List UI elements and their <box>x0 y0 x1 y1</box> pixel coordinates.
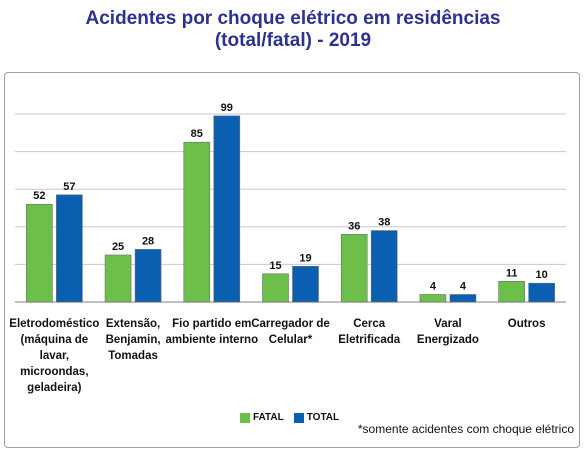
bar-total-1 <box>134 249 162 303</box>
category-label-2: Fio partido em ambiente interno <box>160 316 264 348</box>
category-label-line: Carregador de <box>251 318 330 330</box>
category-label-line: geladeira) <box>27 382 82 394</box>
legend-label-fatal: FATAL <box>253 412 284 423</box>
category-label-1: Extensão, Benjamin, Tomadas <box>81 316 185 364</box>
category-label-line: (máquina de <box>20 334 89 346</box>
legend-item-fatal: FATAL <box>240 412 284 423</box>
category-label-line: Outros <box>507 318 546 330</box>
category-label-line: Energizado <box>416 334 479 346</box>
category-label-3: Carregador de Celular* <box>239 316 343 348</box>
category-label-0: Eletrodoméstico (máquina de lavar, microond… <box>2 316 106 396</box>
bar-total-3 <box>292 265 319 303</box>
data-label-fatal-2: 85 <box>191 128 203 140</box>
category-label-line: Varal <box>434 318 462 330</box>
category-label-line: lavar, <box>39 350 70 362</box>
bar-fatal-4 <box>340 234 368 303</box>
category-label-line: Eletrificada <box>338 334 401 346</box>
bar-total-6 <box>528 282 555 303</box>
data-label-total-4: 38 <box>378 217 390 229</box>
category-label-line: Benjamin, <box>105 334 161 346</box>
category-label-line: microondas, <box>20 366 89 378</box>
data-label-fatal-3: 15 <box>269 260 281 272</box>
category-label-4: Cerca Eletrificada <box>317 316 421 348</box>
bar-fatal-5 <box>419 294 447 303</box>
category-label-line: Celular* <box>268 334 313 346</box>
data-label-total-3: 19 <box>299 252 311 264</box>
category-label-5: Varal Energizado <box>396 316 500 348</box>
data-label-total-5: 4 <box>460 280 467 292</box>
data-label-total-0: 57 <box>63 181 75 193</box>
bar-total-5 <box>449 294 477 303</box>
bar-total-2 <box>213 115 241 303</box>
category-label-line: Eletrodoméstico <box>9 318 100 330</box>
chart-title-line-2: (total/fatal) - 2019 <box>214 30 372 51</box>
bar-fatal-6 <box>498 281 525 303</box>
category-label-line: Fio partido em <box>172 318 252 330</box>
data-label-total-1: 28 <box>142 235 154 247</box>
bar-total-0 <box>56 194 83 303</box>
category-label-line: Cerca <box>353 318 386 330</box>
category-label-line: ambiente interno <box>165 334 259 346</box>
chart-frame <box>4 72 580 448</box>
footnote: *somente acidentes com choque elétrico <box>357 422 574 436</box>
legend-label-total: TOTAL <box>306 412 340 423</box>
bar-fatal-1 <box>104 254 132 303</box>
bar-fatal-2 <box>183 141 211 303</box>
category-label-line: Extensão, <box>105 318 161 330</box>
legend: FATAL TOTAL <box>240 412 349 423</box>
data-label-total-6: 10 <box>536 269 548 281</box>
data-label-fatal-5: 4 <box>430 280 437 292</box>
data-label-total-2: 99 <box>221 102 233 114</box>
legend-swatch-fatal <box>240 412 250 423</box>
category-label-6: Outros <box>475 316 579 332</box>
data-label-fatal-6: 11 <box>506 267 518 279</box>
bar-fatal-3 <box>262 273 289 303</box>
bar-fatal-0 <box>26 203 53 303</box>
chart-title: Acidentes por choque elétrico em residên… <box>0 8 586 52</box>
legend-item-total: TOTAL <box>293 412 340 423</box>
bar-total-4 <box>370 230 398 303</box>
data-label-fatal-4: 36 <box>348 220 360 232</box>
chart-title-line-1: Acidentes por choque elétrico em residên… <box>85 8 501 29</box>
data-label-fatal-0: 52 <box>33 190 45 202</box>
category-label-line: Tomadas <box>108 350 158 362</box>
legend-swatch-total <box>293 412 304 423</box>
data-label-fatal-1: 25 <box>112 241 124 253</box>
